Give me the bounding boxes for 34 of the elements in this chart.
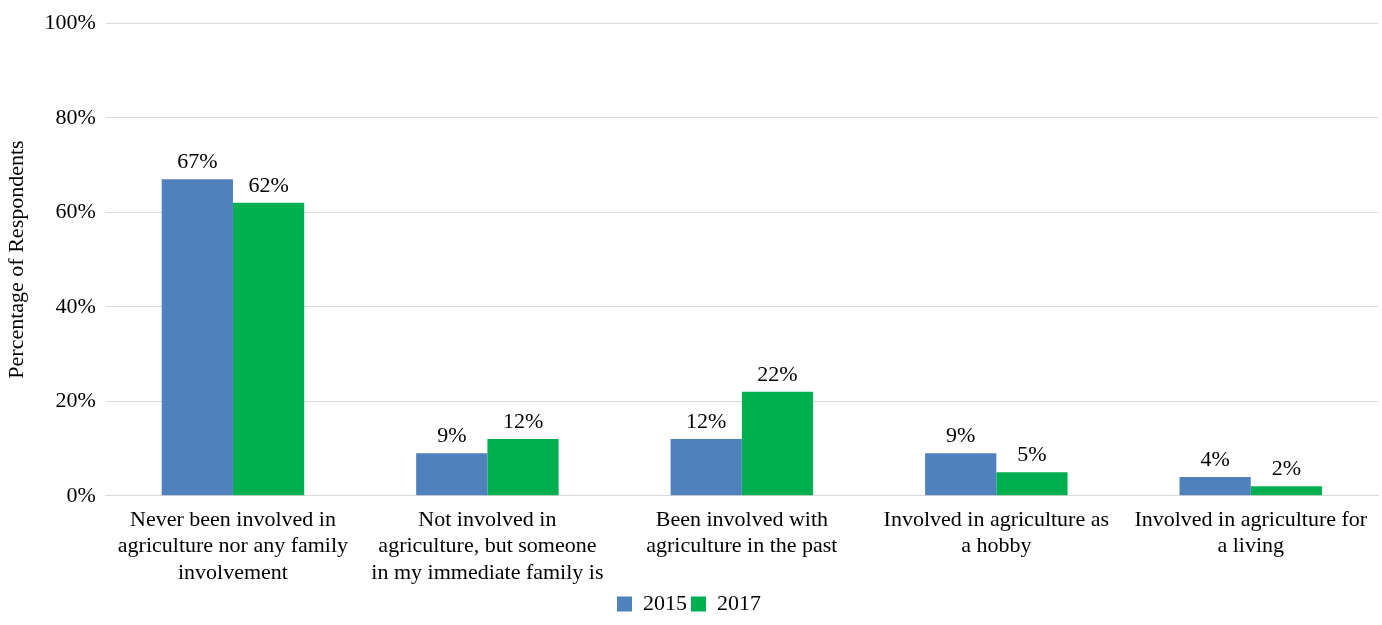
x-tick-label: Not involved in agriculture, but someone in my immediate family is <box>371 505 604 584</box>
x-tick-label: Been involved with agriculture in the past <box>646 505 838 558</box>
bar <box>416 453 488 496</box>
data-label: 12% <box>686 407 727 433</box>
data-label: 2% <box>1271 455 1302 481</box>
bar <box>996 472 1068 496</box>
data-label: 4% <box>1200 445 1230 471</box>
legend-label: 2017 <box>717 589 761 615</box>
data-label: 9% <box>946 422 976 448</box>
x-tick-label: Involved in agriculture for a living <box>1134 505 1368 558</box>
x-tick-label: Never been involved in agriculture nor any family involvement <box>117 505 349 584</box>
bar <box>1179 476 1251 496</box>
x-tick-label: Involved in agriculture as a hobby <box>883 505 1110 558</box>
legend-label: 2015 <box>643 589 687 615</box>
bar <box>670 439 742 496</box>
data-label: 12% <box>502 407 544 433</box>
y-tick-label: 20% <box>55 387 96 413</box>
bar <box>232 202 305 496</box>
y-tick-label: 40% <box>55 292 96 318</box>
bar <box>925 453 997 496</box>
y-tick-label: 100% <box>44 8 96 34</box>
bar <box>1250 486 1323 496</box>
y-axis-title: Percentage of Respondents <box>2 140 28 379</box>
data-label: 5% <box>1017 440 1047 466</box>
y-tick-label: 80% <box>55 103 96 129</box>
bar <box>161 179 233 496</box>
y-tick-label: 60% <box>55 198 96 224</box>
bar <box>741 391 814 496</box>
data-label: 22% <box>757 360 798 386</box>
data-label: 62% <box>248 171 289 197</box>
data-label: 9% <box>437 422 467 448</box>
data-label: 67% <box>177 147 218 173</box>
y-tick-label: 0% <box>66 481 96 507</box>
bar <box>487 439 559 496</box>
